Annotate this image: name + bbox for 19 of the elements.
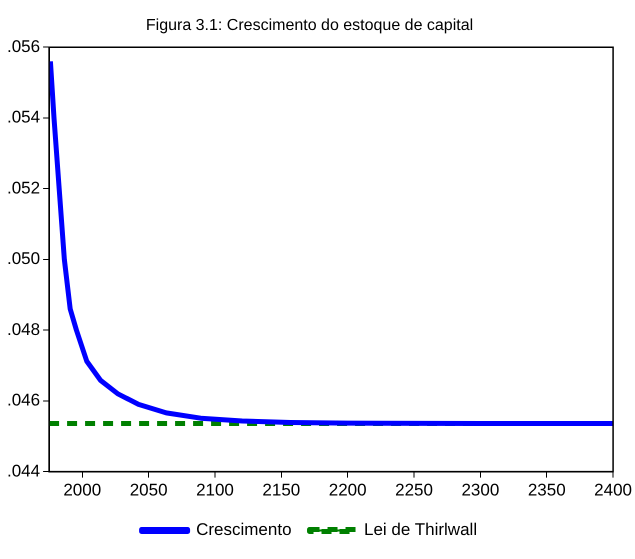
x-tick-label: 2200: [328, 480, 367, 500]
y-tick-label: .046: [6, 390, 40, 410]
x-tick-label: 2000: [63, 480, 102, 500]
y-tick-label: .050: [6, 249, 40, 268]
legend-label: Crescimento: [196, 520, 292, 540]
x-tick-label: 2350: [528, 480, 566, 500]
x-tick-label: 2250: [395, 480, 433, 500]
y-tick-label: .052: [6, 178, 40, 198]
y-tick-label: .044: [6, 461, 40, 480]
x-tick-label: 2150: [262, 480, 300, 500]
y-tick-label: .054: [6, 108, 40, 127]
x-tick-label: 2100: [196, 480, 234, 500]
legend-label: Lei de Thirlwall: [364, 520, 478, 540]
chart-title: Figura 3.1: Crescimento do estoque de capital: [146, 17, 474, 34]
x-tick-label: 2300: [461, 480, 500, 500]
y-tick-label: .048: [6, 320, 40, 339]
x-tick-label: 2050: [130, 480, 168, 500]
y-tick-label: .056: [6, 36, 40, 56]
x-tick-label: 2400: [594, 480, 632, 500]
